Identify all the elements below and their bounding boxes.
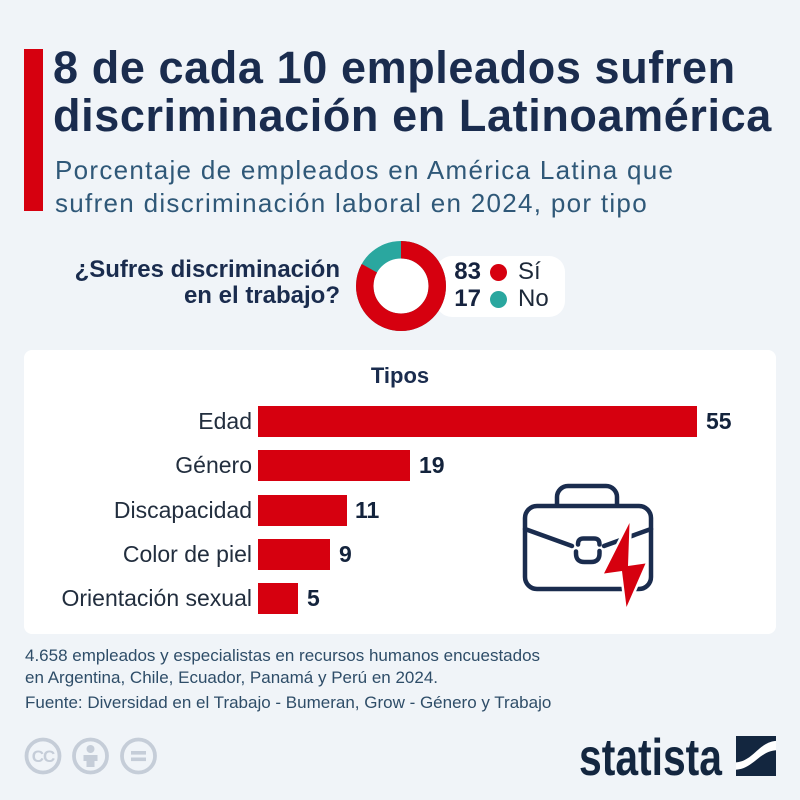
svg-text:statista: statista (579, 730, 723, 780)
svg-text:CC: CC (32, 747, 55, 766)
